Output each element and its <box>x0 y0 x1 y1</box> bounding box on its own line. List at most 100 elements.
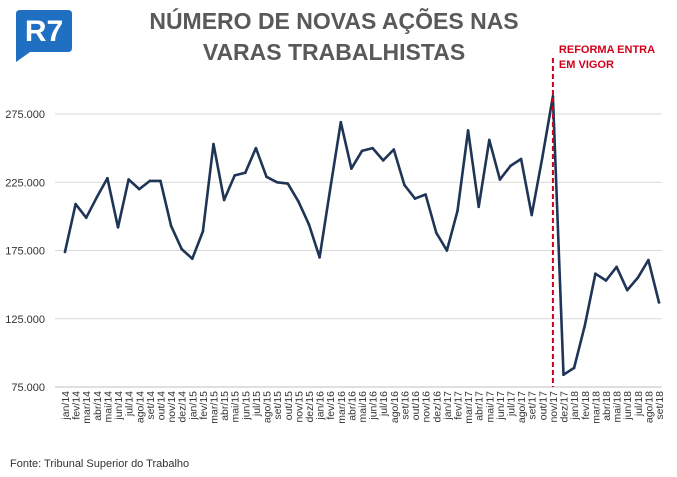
data-point <box>286 182 290 185</box>
data-point <box>360 149 364 153</box>
x-tick-label: dez/17 <box>559 391 571 423</box>
data-point <box>190 257 194 260</box>
x-tick-label: out/14 <box>155 391 167 420</box>
data-point <box>392 148 396 151</box>
data-point <box>424 193 427 196</box>
x-tick-label: mar/18 <box>590 391 602 424</box>
x-tick-label: jan/17 <box>442 391 454 421</box>
data-point <box>466 129 470 132</box>
x-tick-label: jul/18 <box>633 391 645 417</box>
x-tick-label: mar/15 <box>209 391 221 424</box>
x-tick-label: mar/17 <box>463 391 475 424</box>
data-point <box>339 120 343 124</box>
data-point <box>244 171 247 174</box>
data-point <box>275 180 279 184</box>
data-point <box>636 276 640 280</box>
x-tick-label: ago/16 <box>389 391 401 423</box>
chart-title: NÚMERO DE NOVAS AÇÕES NAS VARAS TRABALHI… <box>110 6 558 68</box>
data-point <box>106 176 109 180</box>
line-chart: 75.000 125.000 175.000 225.000 275.000 jan/14… <box>5 44 666 424</box>
data-point <box>434 231 438 235</box>
x-tick-label: set/17 <box>527 391 539 420</box>
x-tick-label: dez/14 <box>177 391 189 423</box>
data-point <box>74 202 77 206</box>
chart-title-line-1: NÚMERO DE NOVAS AÇÕES NAS <box>149 8 519 34</box>
data-point <box>212 142 215 146</box>
x-tick-label: out/16 <box>410 391 422 420</box>
x-tick-label: jun/16 <box>368 391 380 421</box>
data-point <box>477 205 480 209</box>
x-tick-label: mar/16 <box>336 391 348 424</box>
x-tick-label: nov/16 <box>421 391 433 423</box>
data-point <box>233 174 237 177</box>
data-point <box>583 324 587 327</box>
data-point <box>647 258 650 262</box>
data-point <box>594 272 597 276</box>
data-point <box>137 187 141 191</box>
x-tick-label: abr/14 <box>92 391 104 421</box>
x-tick-label: mai/17 <box>484 391 496 423</box>
x-tick-label: nov/17 <box>548 391 560 423</box>
data-point <box>116 225 120 229</box>
data-point <box>254 146 258 150</box>
data-point <box>413 197 417 200</box>
x-tick-label: ago/14 <box>134 391 146 423</box>
r7-logo: R7 <box>16 10 72 62</box>
x-tick-label: jul/14 <box>124 391 136 417</box>
data-point <box>541 156 544 159</box>
data-point <box>84 216 88 220</box>
x-tick-label: set/18 <box>654 391 666 420</box>
x-tick-label: ago/17 <box>516 391 528 423</box>
data-point <box>159 179 162 183</box>
data-point <box>297 200 300 203</box>
data-point <box>350 167 353 170</box>
data-point <box>572 366 576 370</box>
data-point <box>403 183 406 187</box>
data-point <box>307 223 311 226</box>
data-point <box>318 256 321 259</box>
x-tick-label: abr/18 <box>601 391 613 421</box>
x-tick-label: jan/18 <box>569 391 581 421</box>
x-tick-label: nov/15 <box>293 391 305 423</box>
x-tick-label: jul/15 <box>251 391 263 417</box>
data-point <box>625 288 629 292</box>
x-tick-label: jun/17 <box>495 391 507 421</box>
data-point <box>530 213 534 217</box>
y-tick-label: 175.000 <box>5 246 45 258</box>
data-point <box>509 164 512 168</box>
x-tick-label: abr/16 <box>346 391 358 421</box>
x-tick-label: jan/16 <box>315 391 327 421</box>
data-point <box>180 247 183 251</box>
data-point <box>498 178 502 181</box>
data-point <box>148 179 152 183</box>
x-tick-label: set/14 <box>145 391 157 420</box>
x-tick-label: out/17 <box>537 391 549 420</box>
data-point <box>63 250 67 254</box>
data-point <box>519 157 523 161</box>
r7-logo-text: R7 <box>25 15 63 48</box>
x-tick-label: ago/18 <box>643 391 655 423</box>
x-tick-label: fev/16 <box>325 391 337 420</box>
data-point <box>222 198 226 202</box>
x-tick-label: dez/15 <box>304 391 316 423</box>
data-point <box>604 279 608 282</box>
x-tick-label: dez/16 <box>431 391 443 423</box>
data-point <box>562 373 565 377</box>
chart-title-line-2: VARAS TRABALHISTAS <box>202 39 466 65</box>
x-tick-label: jan/15 <box>187 391 199 421</box>
x-tick-label: fev/18 <box>580 391 592 420</box>
x-tick-label: mai/14 <box>102 391 114 423</box>
x-tick-label: mar/14 <box>81 391 93 424</box>
y-tick-label: 225.000 <box>5 177 45 189</box>
reform-annotation-text: REFORMA ENTRA <box>559 44 655 56</box>
x-tick-label: jun/14 <box>113 391 125 421</box>
y-tick-label: 125.000 <box>5 314 45 326</box>
x-tick-label: set/15 <box>272 391 284 420</box>
data-point <box>445 249 449 252</box>
data-point <box>381 159 385 162</box>
data-point <box>95 195 99 199</box>
reform-annotation-text: EM VIGOR <box>559 59 614 71</box>
y-tick-label: 275.000 <box>5 109 45 121</box>
x-tick-label: fev/14 <box>71 391 83 420</box>
data-point <box>328 187 332 191</box>
